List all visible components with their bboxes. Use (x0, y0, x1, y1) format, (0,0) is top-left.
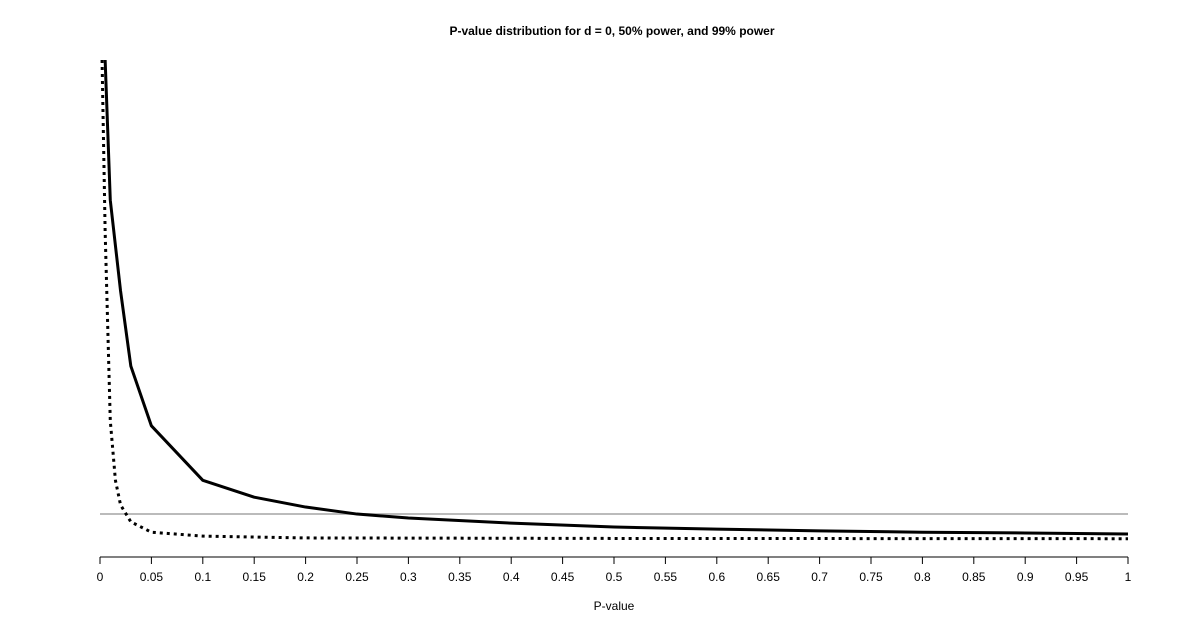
x-tick-label: 1 (1125, 570, 1132, 584)
x-tick-label: 0.8 (914, 570, 931, 584)
x-tick-label: 0.6 (708, 570, 725, 584)
x-tick-label: 0.65 (757, 570, 781, 584)
chart-title: P-value distribution for d = 0, 50% powe… (449, 24, 774, 38)
x-tick-label: 0.45 (551, 570, 575, 584)
x-tick-label: 0.35 (448, 570, 472, 584)
x-tick-label: 0.7 (811, 570, 828, 584)
x-tick-label: 0.25 (345, 570, 369, 584)
x-tick-label: 0.75 (859, 570, 883, 584)
series-line (103, 59, 1129, 536)
x-axis-label: P-value (594, 599, 635, 613)
x-tick-label: 0.1 (194, 570, 211, 584)
x-tick-label: 0.55 (654, 570, 678, 584)
x-tick-label: 0.2 (297, 570, 314, 584)
x-tick-label: 0.05 (140, 570, 164, 584)
series-line (100, 59, 1129, 541)
x-tick-label: 0.4 (503, 570, 520, 584)
x-tick-label: 0.5 (606, 570, 623, 584)
x-tick-label: 0.15 (243, 570, 267, 584)
x-tick-label: 0.9 (1017, 570, 1034, 584)
x-tick-label: 0.95 (1065, 570, 1089, 584)
x-tick-label: 0.85 (962, 570, 986, 584)
x-tick-label: 0 (97, 570, 104, 584)
x-tick-label: 0.3 (400, 570, 417, 584)
